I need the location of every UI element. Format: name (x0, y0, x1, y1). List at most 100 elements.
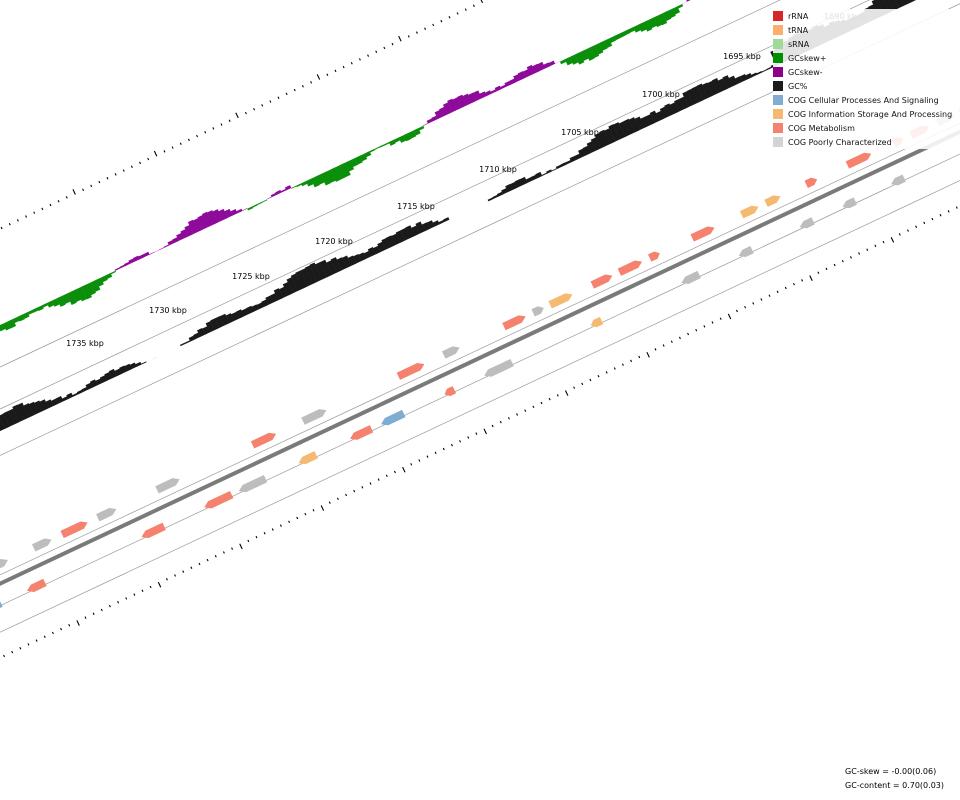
gc-skew-bar (284, 185, 292, 191)
gc-content-bar (519, 176, 528, 186)
gc-content-bar (220, 313, 230, 326)
kbp-label: 1730 kbp (149, 306, 187, 315)
track-guide-lines (0, 0, 960, 633)
tick-mark (472, 4, 475, 7)
gc-skew-bar (364, 151, 372, 158)
legend-item: COG Metabolism (773, 121, 960, 135)
gc-skew-bar (252, 204, 258, 208)
gc-content-bar (381, 237, 391, 250)
tick-mark (467, 436, 470, 439)
legend-item: tRNA (773, 23, 960, 37)
kbp-label: 1735 kbp (66, 339, 104, 348)
tick-mark (735, 309, 738, 313)
tick-mark (84, 616, 87, 619)
gc-content-bar (235, 309, 245, 319)
tick-mark (440, 19, 443, 23)
tick-mark (171, 146, 174, 149)
gc-skew-bar (158, 247, 165, 251)
gc-skew-bar (608, 36, 616, 43)
legend-label: COG Metabolism (788, 123, 855, 133)
tick-mark (220, 123, 223, 126)
gene-arrow (155, 478, 180, 494)
tick-mark (524, 409, 527, 412)
tick-mark (434, 451, 437, 455)
tick-mark (424, 27, 427, 30)
kbp-label: 1725 kbp (232, 272, 270, 281)
gc-skew-bar (27, 309, 34, 315)
gc-skew-bar (119, 264, 126, 269)
gc-content-bar (395, 230, 406, 243)
gc-skew-bar (667, 8, 676, 19)
gc-skew-bar (41, 302, 49, 308)
tick-mark (153, 150, 158, 157)
kbp-label: 1715 kbp (397, 202, 435, 211)
tick-mark (432, 23, 435, 27)
gc-content-bar (95, 378, 103, 386)
gc-content-bar (459, 212, 465, 216)
gc-content-bar (99, 375, 108, 383)
tick-mark (253, 108, 256, 111)
legend-swatch (773, 25, 783, 35)
gc-skew-bar (335, 164, 346, 180)
gene-arrow (381, 409, 406, 426)
tick-mark (890, 236, 895, 243)
gc-skew-bar (413, 128, 421, 136)
legend-swatch (773, 137, 783, 147)
tick-mark (605, 371, 608, 374)
gc-skew-bar (594, 43, 604, 55)
tick-mark (687, 332, 690, 336)
tick-mark (475, 432, 478, 435)
tick-mark (82, 188, 85, 191)
gc-skew-bar (462, 93, 473, 106)
tick-mark (190, 566, 193, 570)
gc-content-bar (674, 98, 684, 112)
tick-mark (744, 305, 747, 309)
gc-skew-bar (393, 137, 401, 143)
gc-content-bar (604, 128, 616, 144)
gc-skew-bar (554, 61, 561, 64)
gc-skew-bar (100, 275, 108, 283)
tick-mark (630, 359, 633, 363)
tick-mark (255, 535, 258, 539)
gc-content-bar (664, 103, 675, 117)
gc-content-bar (363, 251, 372, 259)
tick-mark (204, 131, 207, 134)
gc-content-bar (711, 77, 724, 94)
gene-arrow (301, 409, 327, 425)
tick-mark (334, 69, 337, 73)
gene-arrow (484, 358, 514, 377)
gene-arrow (764, 195, 781, 207)
gc-skew-bar (603, 38, 613, 48)
tick-mark (448, 16, 451, 19)
tick-mark (516, 413, 519, 416)
gc-skew-bar (359, 153, 368, 162)
gc-skew-bar (330, 167, 342, 182)
legend-item: COG Poorly Characterized (773, 135, 960, 149)
gc-content-bar (766, 66, 772, 71)
gc-skew-bar (172, 237, 179, 244)
tick-mark (33, 211, 36, 214)
gc-content-bar (560, 162, 567, 167)
tick-mark (279, 524, 282, 527)
tick-mark (328, 501, 331, 504)
gc-content-bar (443, 217, 450, 223)
gc-content-bar (492, 194, 499, 200)
tick-mark (358, 58, 361, 61)
gc-content-bar (175, 346, 181, 349)
tick-mark (312, 509, 315, 512)
gc-content-bar (336, 257, 347, 271)
gene-track (0, 107, 960, 608)
gc-content-bar (66, 392, 74, 400)
guide-line (0, 180, 960, 633)
tick-mark (310, 81, 313, 84)
legend-label: GC% (788, 81, 808, 91)
guide-line (0, 122, 960, 576)
tick-mark (597, 374, 600, 378)
legend-label: COG Poorly Characterized (788, 137, 892, 147)
gc-content-bar (541, 172, 548, 177)
gc-content-bar (290, 273, 303, 292)
tick-mark (35, 639, 38, 642)
gc-skew-bar (105, 273, 113, 280)
gc-content-bar (377, 241, 386, 252)
